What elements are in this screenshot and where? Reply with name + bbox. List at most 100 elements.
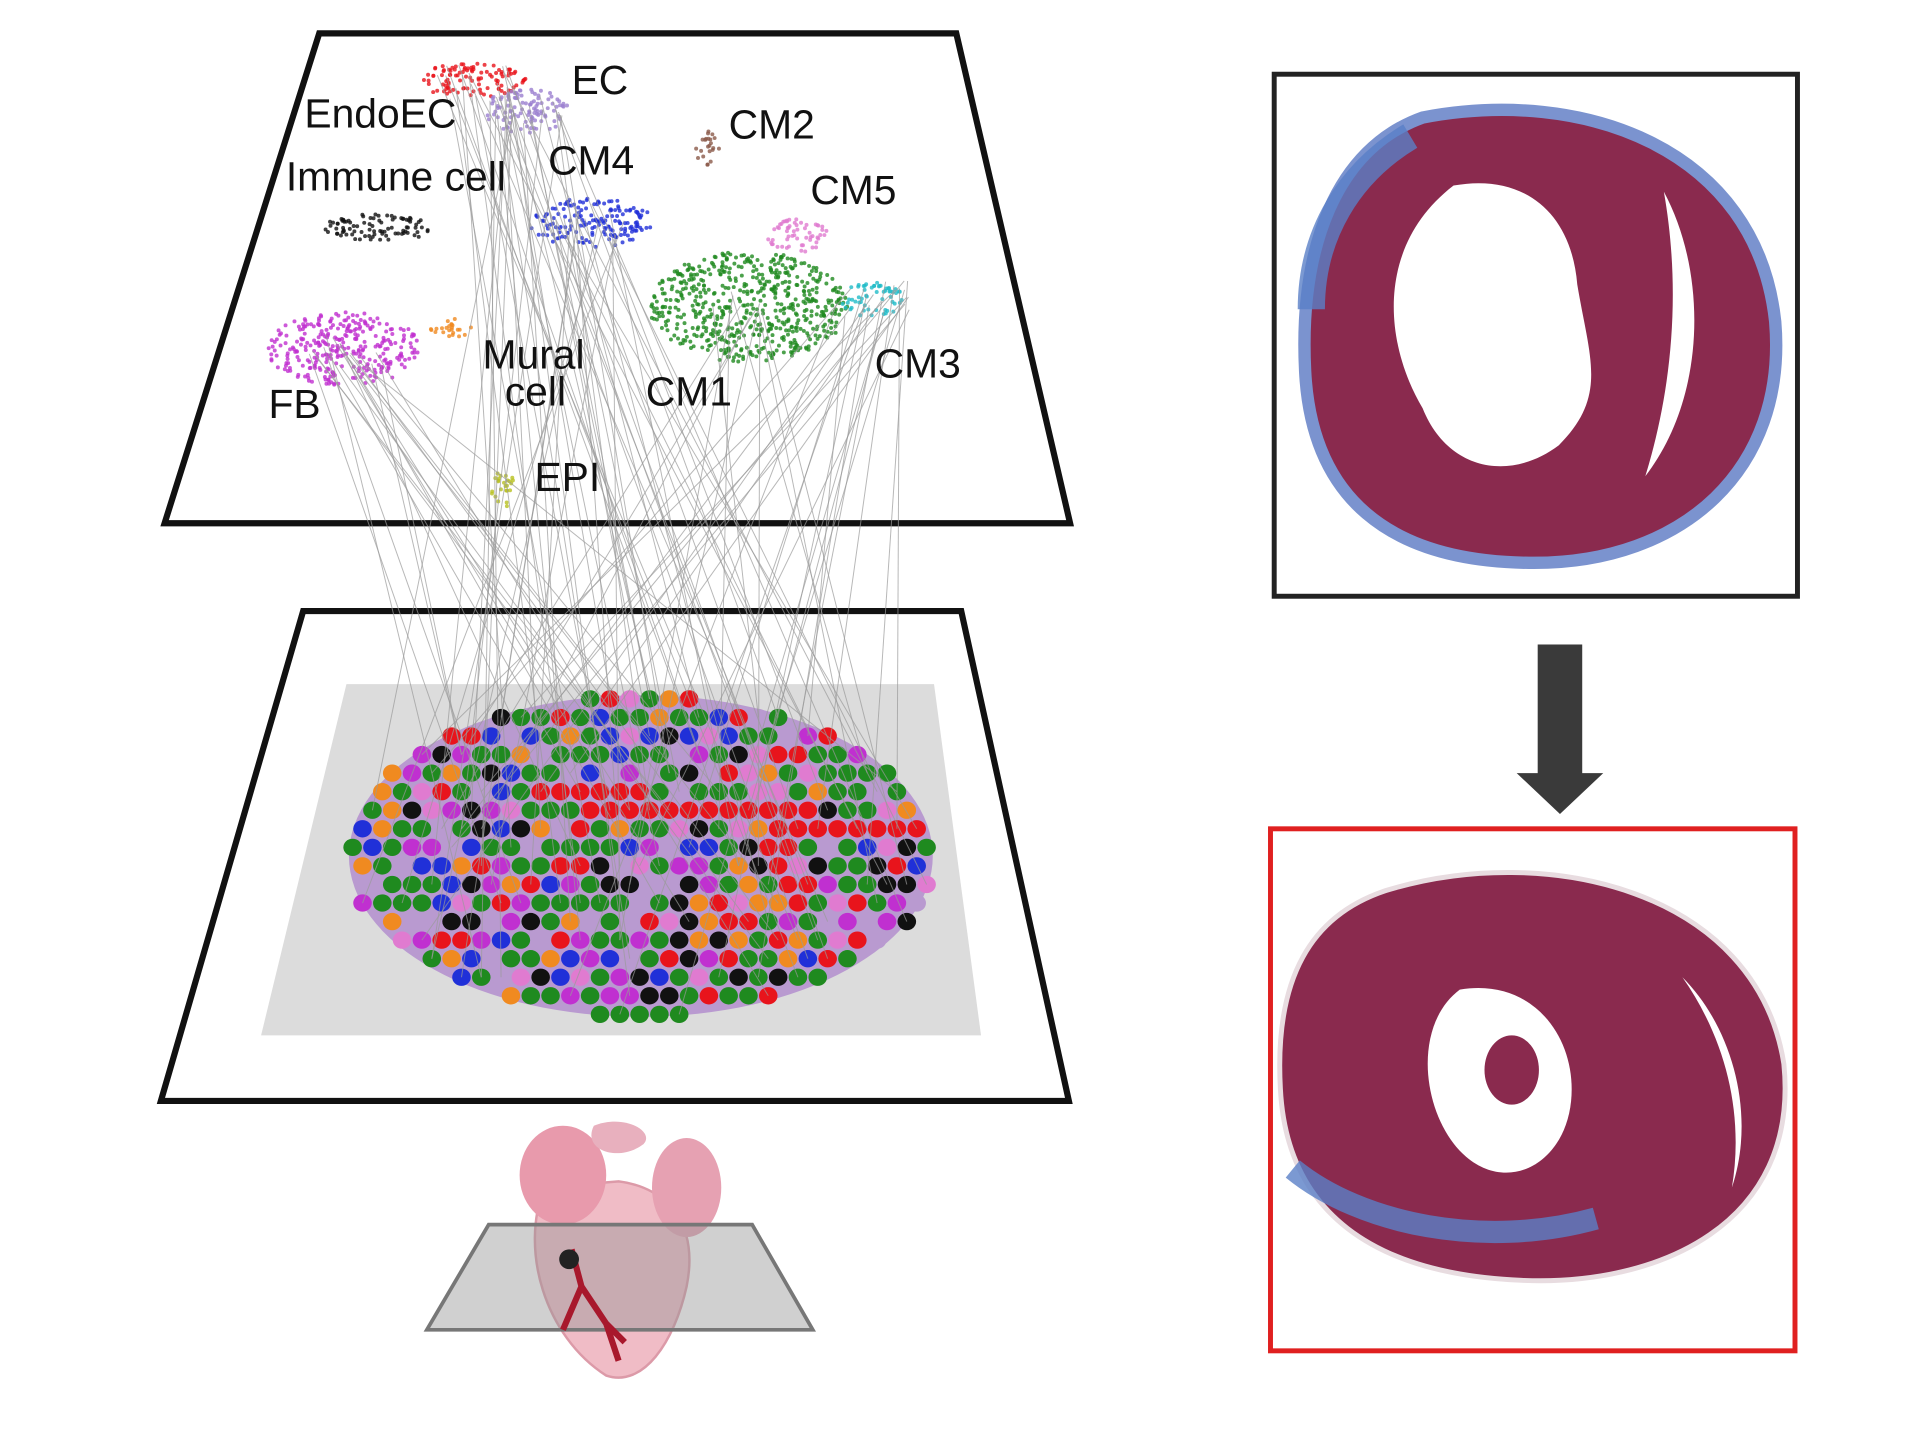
- spot: [521, 987, 541, 1005]
- spot: [373, 894, 392, 912]
- cell-point: [275, 365, 280, 370]
- cell-point: [741, 289, 746, 294]
- spot: [511, 820, 531, 838]
- cell-point: [686, 262, 691, 267]
- cell-point: [700, 345, 705, 350]
- cell-point: [853, 299, 858, 304]
- cell-point: [767, 279, 772, 284]
- cell-point: [565, 103, 569, 108]
- cell-point: [317, 343, 322, 348]
- cell-point: [702, 270, 707, 275]
- cell-point: [609, 199, 614, 204]
- spot: [739, 987, 758, 1005]
- cell-point: [274, 337, 279, 342]
- spot: [669, 783, 689, 801]
- mapping-line: [350, 352, 779, 941]
- cell-point: [701, 320, 706, 325]
- cell-point: [362, 339, 367, 344]
- spot: [600, 875, 620, 894]
- cell-point: [404, 217, 409, 222]
- cell-point: [793, 263, 798, 268]
- spot: [382, 875, 402, 894]
- cell-point: [517, 88, 522, 93]
- cell-point: [783, 270, 788, 275]
- cell-point: [660, 287, 665, 292]
- cell-point: [778, 326, 783, 331]
- cell-point: [788, 344, 793, 349]
- cell-point: [808, 337, 813, 342]
- cell-point: [708, 141, 713, 146]
- cell-point: [311, 324, 316, 329]
- cell-point: [815, 304, 820, 309]
- cell-point: [368, 237, 373, 242]
- spot: [501, 875, 521, 894]
- cell-point: [627, 208, 632, 213]
- cell-point: [739, 253, 744, 258]
- cell-point: [478, 87, 482, 92]
- cell-point: [672, 276, 677, 281]
- cell-point: [813, 341, 818, 346]
- mapping-line: [480, 280, 905, 793]
- cell-point: [308, 343, 313, 348]
- cell-point: [538, 88, 543, 93]
- spot: [531, 968, 550, 986]
- cell-point: [399, 345, 404, 350]
- cluster-label: Immune cell: [286, 154, 506, 200]
- cell-point: [724, 306, 729, 311]
- cell-point: [335, 355, 340, 359]
- cell-point: [769, 322, 774, 327]
- cell-point: [770, 333, 775, 338]
- cell-point: [795, 236, 800, 241]
- cell-point: [697, 264, 702, 269]
- cell-point: [602, 201, 607, 206]
- spot: [729, 745, 748, 764]
- mapping-line: [480, 317, 751, 830]
- cell-point: [698, 290, 703, 295]
- cell-point: [694, 287, 699, 292]
- spot: [363, 838, 382, 857]
- cell-point: [499, 83, 504, 88]
- spot: [531, 857, 550, 875]
- cell-point: [665, 328, 670, 333]
- cell-point: [746, 256, 751, 261]
- spot: [600, 764, 620, 782]
- mapping-line: [512, 109, 631, 996]
- cell-point: [615, 198, 620, 203]
- cell-point: [698, 309, 703, 314]
- spot: [630, 745, 649, 764]
- cell-point: [808, 235, 813, 240]
- cell-point: [482, 62, 487, 67]
- cell-point: [426, 72, 431, 77]
- cell-point: [787, 328, 792, 333]
- spot: [699, 875, 719, 894]
- cell-point: [792, 220, 797, 225]
- cell-point: [717, 329, 722, 334]
- cell-point: [457, 334, 462, 339]
- cell-point: [888, 289, 893, 294]
- cell-point: [718, 322, 723, 327]
- cell-point: [433, 330, 438, 335]
- cell-point: [285, 353, 290, 358]
- cell-point: [703, 300, 708, 305]
- cell-point: [856, 295, 861, 300]
- cell-point: [786, 317, 791, 322]
- cell-point: [305, 372, 310, 377]
- cell-point: [771, 289, 776, 294]
- cell-point: [803, 318, 808, 323]
- cell-point: [706, 287, 711, 292]
- spot: [481, 912, 501, 931]
- spot: [689, 931, 709, 949]
- cell-point: [734, 322, 739, 327]
- cell-point: [295, 354, 300, 359]
- cell-point: [441, 69, 446, 74]
- spot: [392, 783, 412, 801]
- cell-point: [713, 255, 718, 260]
- cell-point: [787, 217, 792, 222]
- cell-point: [836, 290, 841, 295]
- spot: [719, 727, 738, 745]
- cell-point: [315, 351, 320, 356]
- cell-point: [549, 94, 554, 99]
- mapping-line: [557, 111, 908, 922]
- mapping-line: [767, 281, 887, 885]
